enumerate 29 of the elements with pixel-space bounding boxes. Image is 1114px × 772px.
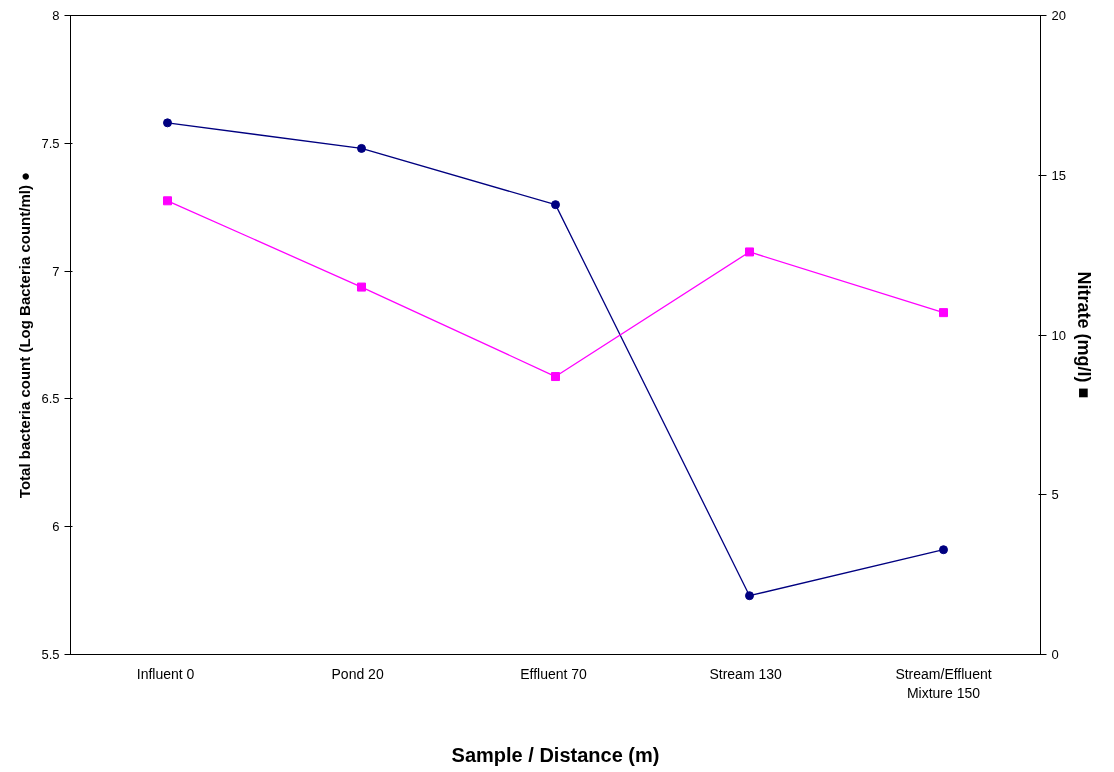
x-tick-label: Influent 0 [136,665,195,682]
y-axis-title: Total bacteria count (Log Bacteria count/ml) ● [16,171,34,499]
point [163,118,172,128]
x-tick-label: Stream 130 [709,665,783,682]
y2-tick-label: 10 [1051,327,1066,343]
y2-axis-title: Nitrate (mg/l) ■ [1073,271,1094,399]
point [939,545,948,555]
point [551,372,560,382]
point [939,308,948,318]
point [551,200,560,210]
y-tick-label: 6 [52,519,60,535]
x-tick-label: Stream/Effluent Mixture 150 [895,665,992,701]
x-tick-label: Effluent 70 [520,665,588,682]
y-tick-label: 6.5 [41,391,60,407]
y2-tick-label: 20 [1051,8,1066,23]
y2-tick-label: 15 [1051,167,1066,183]
y2-tick-label: 5 [1051,487,1059,503]
point [357,282,366,292]
y2-tick-label: 0 [1051,647,1059,662]
y-tick-label: 7 [52,263,60,279]
x-tick-label: Pond 20 [331,665,384,682]
y-tick-label: 8 [52,8,60,23]
x-axis-title: Sample / Distance (m) [451,743,660,766]
point [357,143,366,153]
y-tick-label: 5.5 [41,647,60,662]
y-tick-label: 7.5 [41,135,60,151]
point [745,591,754,601]
point [745,247,754,257]
point [163,196,172,206]
